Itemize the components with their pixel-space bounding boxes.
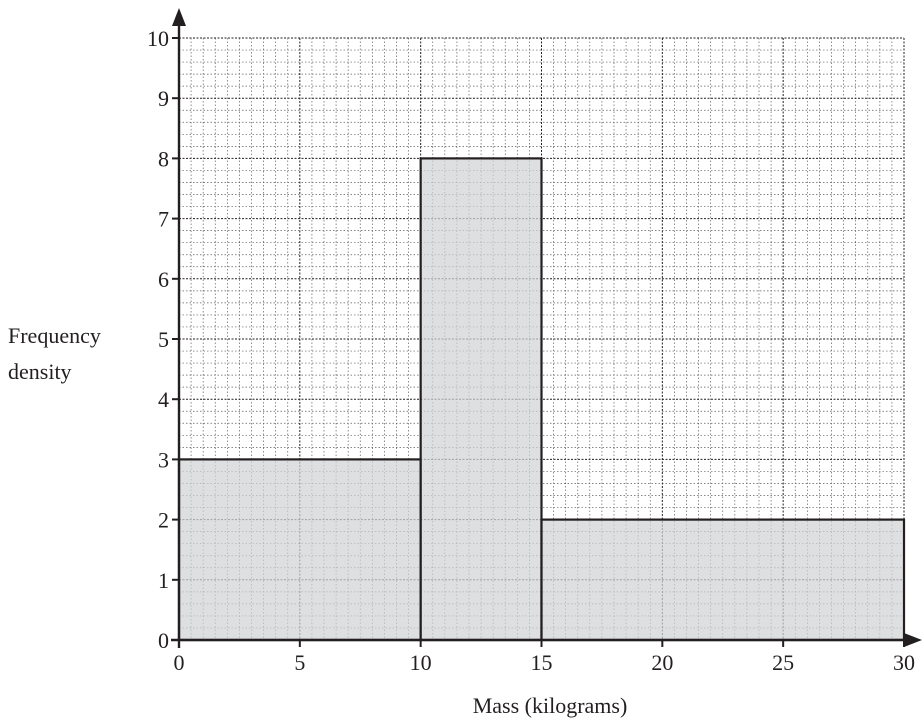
y-tick-label: 10 xyxy=(147,26,169,51)
y-tick-label: 7 xyxy=(158,207,169,232)
y-tick-label: 5 xyxy=(158,327,169,352)
y-axis-title-line-2: density xyxy=(8,359,72,384)
y-tick-label: 8 xyxy=(158,146,169,171)
histogram-bar-3 xyxy=(540,518,906,642)
y-tick-label: 6 xyxy=(158,267,169,292)
tick-labels: 0 5 10 15 20 25 30 0 1 2 3 4 5 6 7 8 9 10 xyxy=(147,26,915,675)
y-tick-label: 9 xyxy=(158,86,169,111)
x-tick-label: 15 xyxy=(531,650,553,675)
x-tick-label: 10 xyxy=(410,650,432,675)
y-tick-label: 0 xyxy=(158,628,169,653)
x-tick-label: 25 xyxy=(772,650,794,675)
y-tick-label: 1 xyxy=(158,568,169,593)
histogram-bar-2 xyxy=(419,157,543,642)
y-axis-title-line-1: Frequency xyxy=(8,323,101,348)
x-axis-arrow-icon xyxy=(904,633,922,647)
y-axis-arrow-icon xyxy=(172,8,186,26)
y-tick-label: 4 xyxy=(158,387,169,412)
histogram-bars xyxy=(177,157,906,642)
x-tick-label: 5 xyxy=(294,650,305,675)
histogram-bar-1 xyxy=(177,458,422,642)
x-axis-title: Mass (kilograms) xyxy=(473,693,628,718)
x-tick-label: 20 xyxy=(651,650,673,675)
x-tick-label: 30 xyxy=(893,650,915,675)
x-tick-label: 0 xyxy=(174,650,185,675)
y-tick-label: 3 xyxy=(158,447,169,472)
y-tick-label: 2 xyxy=(158,508,169,533)
